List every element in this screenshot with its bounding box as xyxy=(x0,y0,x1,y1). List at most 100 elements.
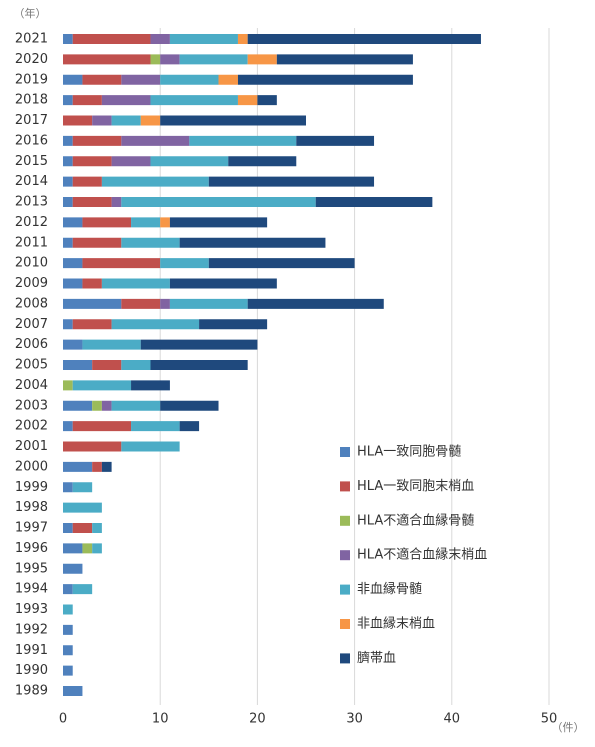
legend-swatch xyxy=(340,619,350,629)
bar-segment xyxy=(131,380,170,391)
bar-segment xyxy=(82,543,93,554)
bar-segment xyxy=(257,95,277,106)
bar-segment xyxy=(72,482,93,493)
y-tick-label: 2017 xyxy=(15,113,48,128)
y-tick-label: 2015 xyxy=(15,154,48,169)
bar-segment xyxy=(140,339,258,350)
x-unit: （件） xyxy=(552,721,585,734)
bar-segment xyxy=(92,461,102,472)
bar-segment xyxy=(131,217,161,228)
legend-label: HLA不適合血縁末梢血 xyxy=(357,547,487,563)
x-tick-label: 30 xyxy=(346,712,363,727)
bar-segment xyxy=(82,74,122,85)
bar-segment xyxy=(160,298,170,309)
bar-segment xyxy=(296,135,375,146)
bar-segment xyxy=(169,278,277,289)
bar-segment xyxy=(63,135,73,146)
legend-label: 非血縁骨髄 xyxy=(357,581,422,597)
y-tick-label: 2018 xyxy=(15,93,48,108)
bar-segment xyxy=(208,176,375,187)
bar-segment xyxy=(218,74,238,85)
y-tick-label: 1993 xyxy=(15,602,48,617)
bar-segment xyxy=(63,380,73,391)
legend-label: 非血縁末梢血 xyxy=(357,616,435,632)
bar-segment xyxy=(63,523,73,533)
x-tick-label: 10 xyxy=(152,712,169,727)
y-tick-label: 2019 xyxy=(15,72,48,87)
bar-segment xyxy=(101,400,112,411)
y-tick-label: 1998 xyxy=(15,500,48,515)
bar-segment xyxy=(101,95,151,106)
bar-segment xyxy=(121,135,190,146)
bar-segment xyxy=(63,604,73,615)
bar-segment xyxy=(63,645,73,656)
bar-segment xyxy=(111,197,122,207)
bar-segment xyxy=(63,686,83,696)
bar-segment xyxy=(121,237,180,248)
bar-segment xyxy=(228,156,297,167)
bar-segment xyxy=(169,298,248,309)
bar-segment xyxy=(63,624,73,635)
bar-segment xyxy=(63,258,83,269)
bar-segment xyxy=(247,34,481,44)
bar-segment xyxy=(63,584,73,595)
bar-segment xyxy=(208,258,355,269)
bar-segment xyxy=(92,115,112,126)
y-tick-label: 2016 xyxy=(15,133,48,148)
bar-segment xyxy=(72,95,102,106)
bar-segment xyxy=(150,360,248,370)
bar-segment xyxy=(121,298,161,309)
bar-segment xyxy=(111,319,200,330)
x-tick-label: 20 xyxy=(249,712,266,727)
bar-segment xyxy=(160,74,219,85)
bar-segment xyxy=(131,421,180,432)
bar-segment xyxy=(92,543,102,554)
y-tick-label: 2002 xyxy=(15,419,48,434)
bar-segment xyxy=(199,319,268,330)
y-tick-label: 1992 xyxy=(15,622,48,637)
bar-segment xyxy=(72,176,102,187)
bar-segment xyxy=(189,135,297,146)
bar-segment xyxy=(72,156,112,167)
bar-segment xyxy=(179,421,200,432)
bar-segment xyxy=(63,278,83,289)
bar-segment xyxy=(237,95,258,106)
bar-segment xyxy=(63,298,122,309)
bar-segment xyxy=(160,258,209,269)
bar-segment xyxy=(150,54,161,65)
legend-swatch xyxy=(340,481,350,492)
bar-segment xyxy=(237,74,413,85)
bar-segment xyxy=(276,54,413,65)
bar-segment xyxy=(63,74,83,85)
bar-segment xyxy=(72,135,122,146)
bar-segment xyxy=(140,115,161,126)
y-tick-label: 1999 xyxy=(15,480,48,495)
bar-segment xyxy=(72,523,93,533)
y-tick-label: 2003 xyxy=(15,398,48,413)
bar-segment xyxy=(63,360,93,370)
bar-segment xyxy=(63,34,73,44)
x-tick-label: 40 xyxy=(444,712,461,727)
y-tick-label: 1995 xyxy=(15,561,48,576)
bar-segment xyxy=(179,54,248,65)
y-tick-label: 1989 xyxy=(15,684,48,699)
bar-segment xyxy=(72,34,151,44)
y-tick-label: 1990 xyxy=(15,663,48,678)
y-tick-label: 2006 xyxy=(15,337,48,352)
bar-segment xyxy=(150,34,170,44)
bar-segment xyxy=(82,258,161,269)
bar-segment xyxy=(63,441,122,452)
y-tick-label: 1996 xyxy=(15,541,48,556)
y-tick-label: 2000 xyxy=(15,459,48,474)
bar-segment xyxy=(63,461,93,472)
y-tick-label: 2008 xyxy=(15,296,48,311)
bar-segment xyxy=(63,319,73,330)
bar-segment xyxy=(150,95,238,106)
bar-segment xyxy=(121,441,180,452)
y-tick-label: 2011 xyxy=(15,235,48,250)
bar-segment xyxy=(160,54,180,65)
bar-segment xyxy=(63,115,93,126)
bar-segment xyxy=(63,665,73,676)
bar-segment xyxy=(101,176,209,187)
